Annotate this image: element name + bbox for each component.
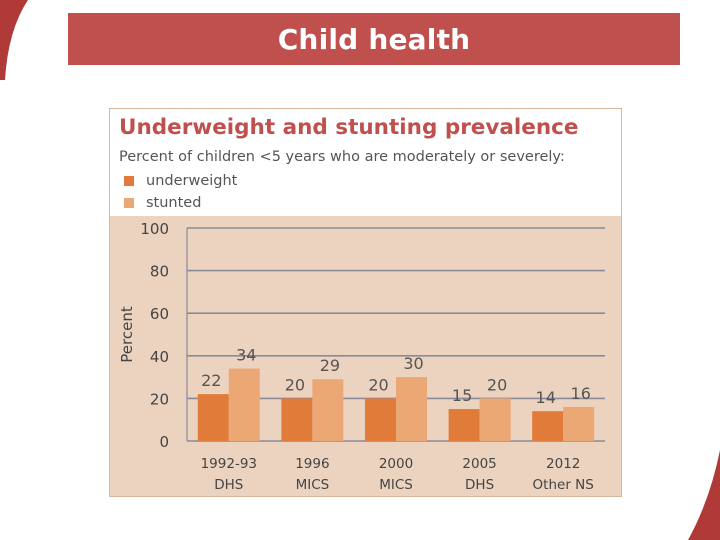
bar-underweight-4 — [532, 411, 564, 441]
legend-swatch-underweight — [124, 176, 134, 186]
bar-stunted-4 — [563, 406, 595, 441]
y-axis-label: Percent — [118, 306, 136, 363]
x-tick-label-2-line2: MICS — [379, 477, 413, 493]
bar-stunted-0 — [228, 368, 260, 441]
chart-plot: 0 20 40 60 80 100 Percent 22 34 1992-93 DHS 20 29 199… — [118, 220, 605, 493]
chart-title: Underweight and stunting prevalence — [119, 115, 579, 140]
data-label-stunted-1: 29 — [320, 356, 340, 375]
y-tick-label-40: 40 — [150, 348, 169, 366]
y-tick-label-20: 20 — [150, 390, 169, 408]
bar-underweight-2 — [365, 398, 396, 441]
data-label-underweight-1: 20 — [285, 375, 305, 394]
bar-underweight-1 — [281, 398, 313, 441]
corner-decoration-bottom-right — [688, 450, 720, 540]
data-label-stunted-0: 34 — [236, 346, 256, 365]
corner-decoration-top-left — [0, 0, 28, 80]
legend-item-stunted: stunted — [124, 195, 201, 211]
bar-stunted-2 — [396, 377, 427, 441]
x-tick-label-1-line1: 1996 — [295, 456, 329, 472]
slide-title-bar: Child health — [68, 13, 680, 65]
legend-swatch-stunted — [124, 198, 134, 208]
data-label-underweight-3: 15 — [452, 386, 472, 405]
legend-label-stunted: stunted — [146, 195, 202, 211]
bar-stunted-1 — [312, 379, 344, 441]
bar-underweight-3 — [448, 409, 480, 441]
x-tick-label-4-line1: 2012 — [546, 456, 580, 472]
x-tick-label-2-line1: 2000 — [379, 456, 413, 472]
bar-stunted-3 — [479, 398, 511, 441]
legend-label-underweight: underweight — [146, 173, 238, 189]
x-tick-label-3-line1: 2005 — [462, 456, 496, 472]
y-tick-label-100: 100 — [140, 220, 169, 238]
chart-card: Underweight and stunting prevalence Perc… — [109, 108, 622, 497]
slide-title: Child health — [277, 22, 471, 56]
data-label-underweight-0: 22 — [201, 371, 221, 390]
x-tick-label-0-line1: 1992-93 — [201, 456, 257, 472]
chart-subtitle: Percent of children <5 years who are mod… — [119, 149, 565, 165]
bar-underweight-0 — [197, 394, 229, 441]
data-label-stunted-4: 16 — [571, 384, 591, 403]
y-tick-label-0: 0 — [159, 433, 169, 451]
x-tick-label-1-line2: MICS — [296, 477, 330, 493]
legend-item-underweight: underweight — [124, 173, 237, 189]
data-label-stunted-3: 20 — [487, 375, 507, 394]
x-tick-label-3-line2: DHS — [465, 477, 494, 493]
data-label-stunted-2: 30 — [403, 354, 423, 373]
y-tick-label-60: 60 — [150, 305, 169, 323]
chart-header: Underweight and stunting prevalence Perc… — [110, 109, 621, 216]
data-label-underweight-2: 20 — [368, 375, 388, 394]
y-tick-label-80: 80 — [150, 263, 169, 281]
data-label-underweight-4: 14 — [536, 388, 556, 407]
x-tick-label-4-line2: Other NS — [533, 477, 594, 493]
x-tick-label-0-line2: DHS — [214, 477, 243, 493]
